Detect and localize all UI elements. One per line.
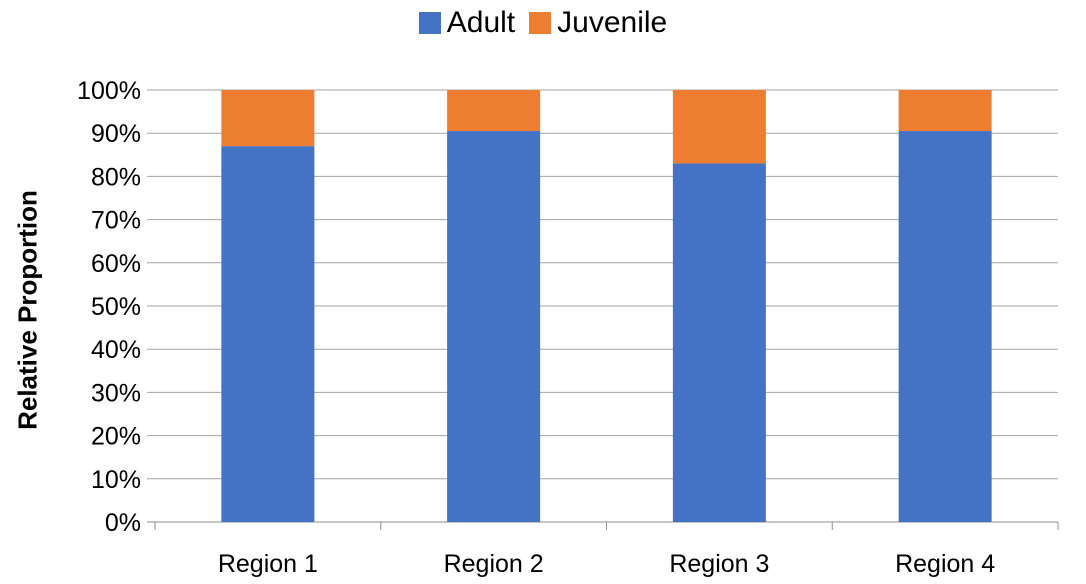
legend-swatch-adult <box>418 12 441 34</box>
x-tick-label: Region 1 <box>218 550 318 578</box>
bar-juvenile-2 <box>447 90 541 132</box>
y-tick-label: 20% <box>91 423 141 451</box>
legend-swatch-juvenile <box>529 12 552 34</box>
bar-adult-1 <box>221 146 315 522</box>
y-tick-label: 70% <box>91 207 141 235</box>
y-tick-label: 80% <box>91 163 141 191</box>
bar-adult-3 <box>672 163 766 522</box>
y-tick-label: 0% <box>105 509 141 537</box>
y-tick-label: 100% <box>77 77 141 105</box>
x-tick-label: Region 4 <box>895 550 995 578</box>
bar-adult-4 <box>898 131 992 523</box>
legend-label-juvenile: Juvenile <box>557 6 668 39</box>
legend-entry-juvenile: Juvenile <box>529 6 667 40</box>
y-tick-label: 40% <box>91 336 141 364</box>
bar-adult-2 <box>447 131 541 523</box>
legend-entry-adult: Adult <box>418 6 516 40</box>
legend: Adult Juvenile <box>0 6 1086 40</box>
bar-juvenile-4 <box>898 90 992 132</box>
y-tick-label: 60% <box>91 250 141 278</box>
y-tick-label: 50% <box>91 293 141 321</box>
bar-juvenile-3 <box>672 90 766 164</box>
bar-juvenile-1 <box>221 90 315 147</box>
y-tick-label: 10% <box>91 466 141 494</box>
y-tick-label: 90% <box>91 120 141 148</box>
legend-label-adult: Adult <box>446 6 516 39</box>
y-tick-label: 30% <box>91 379 141 407</box>
x-tick-label: Region 3 <box>669 550 769 578</box>
x-tick-label: Region 2 <box>444 550 544 578</box>
